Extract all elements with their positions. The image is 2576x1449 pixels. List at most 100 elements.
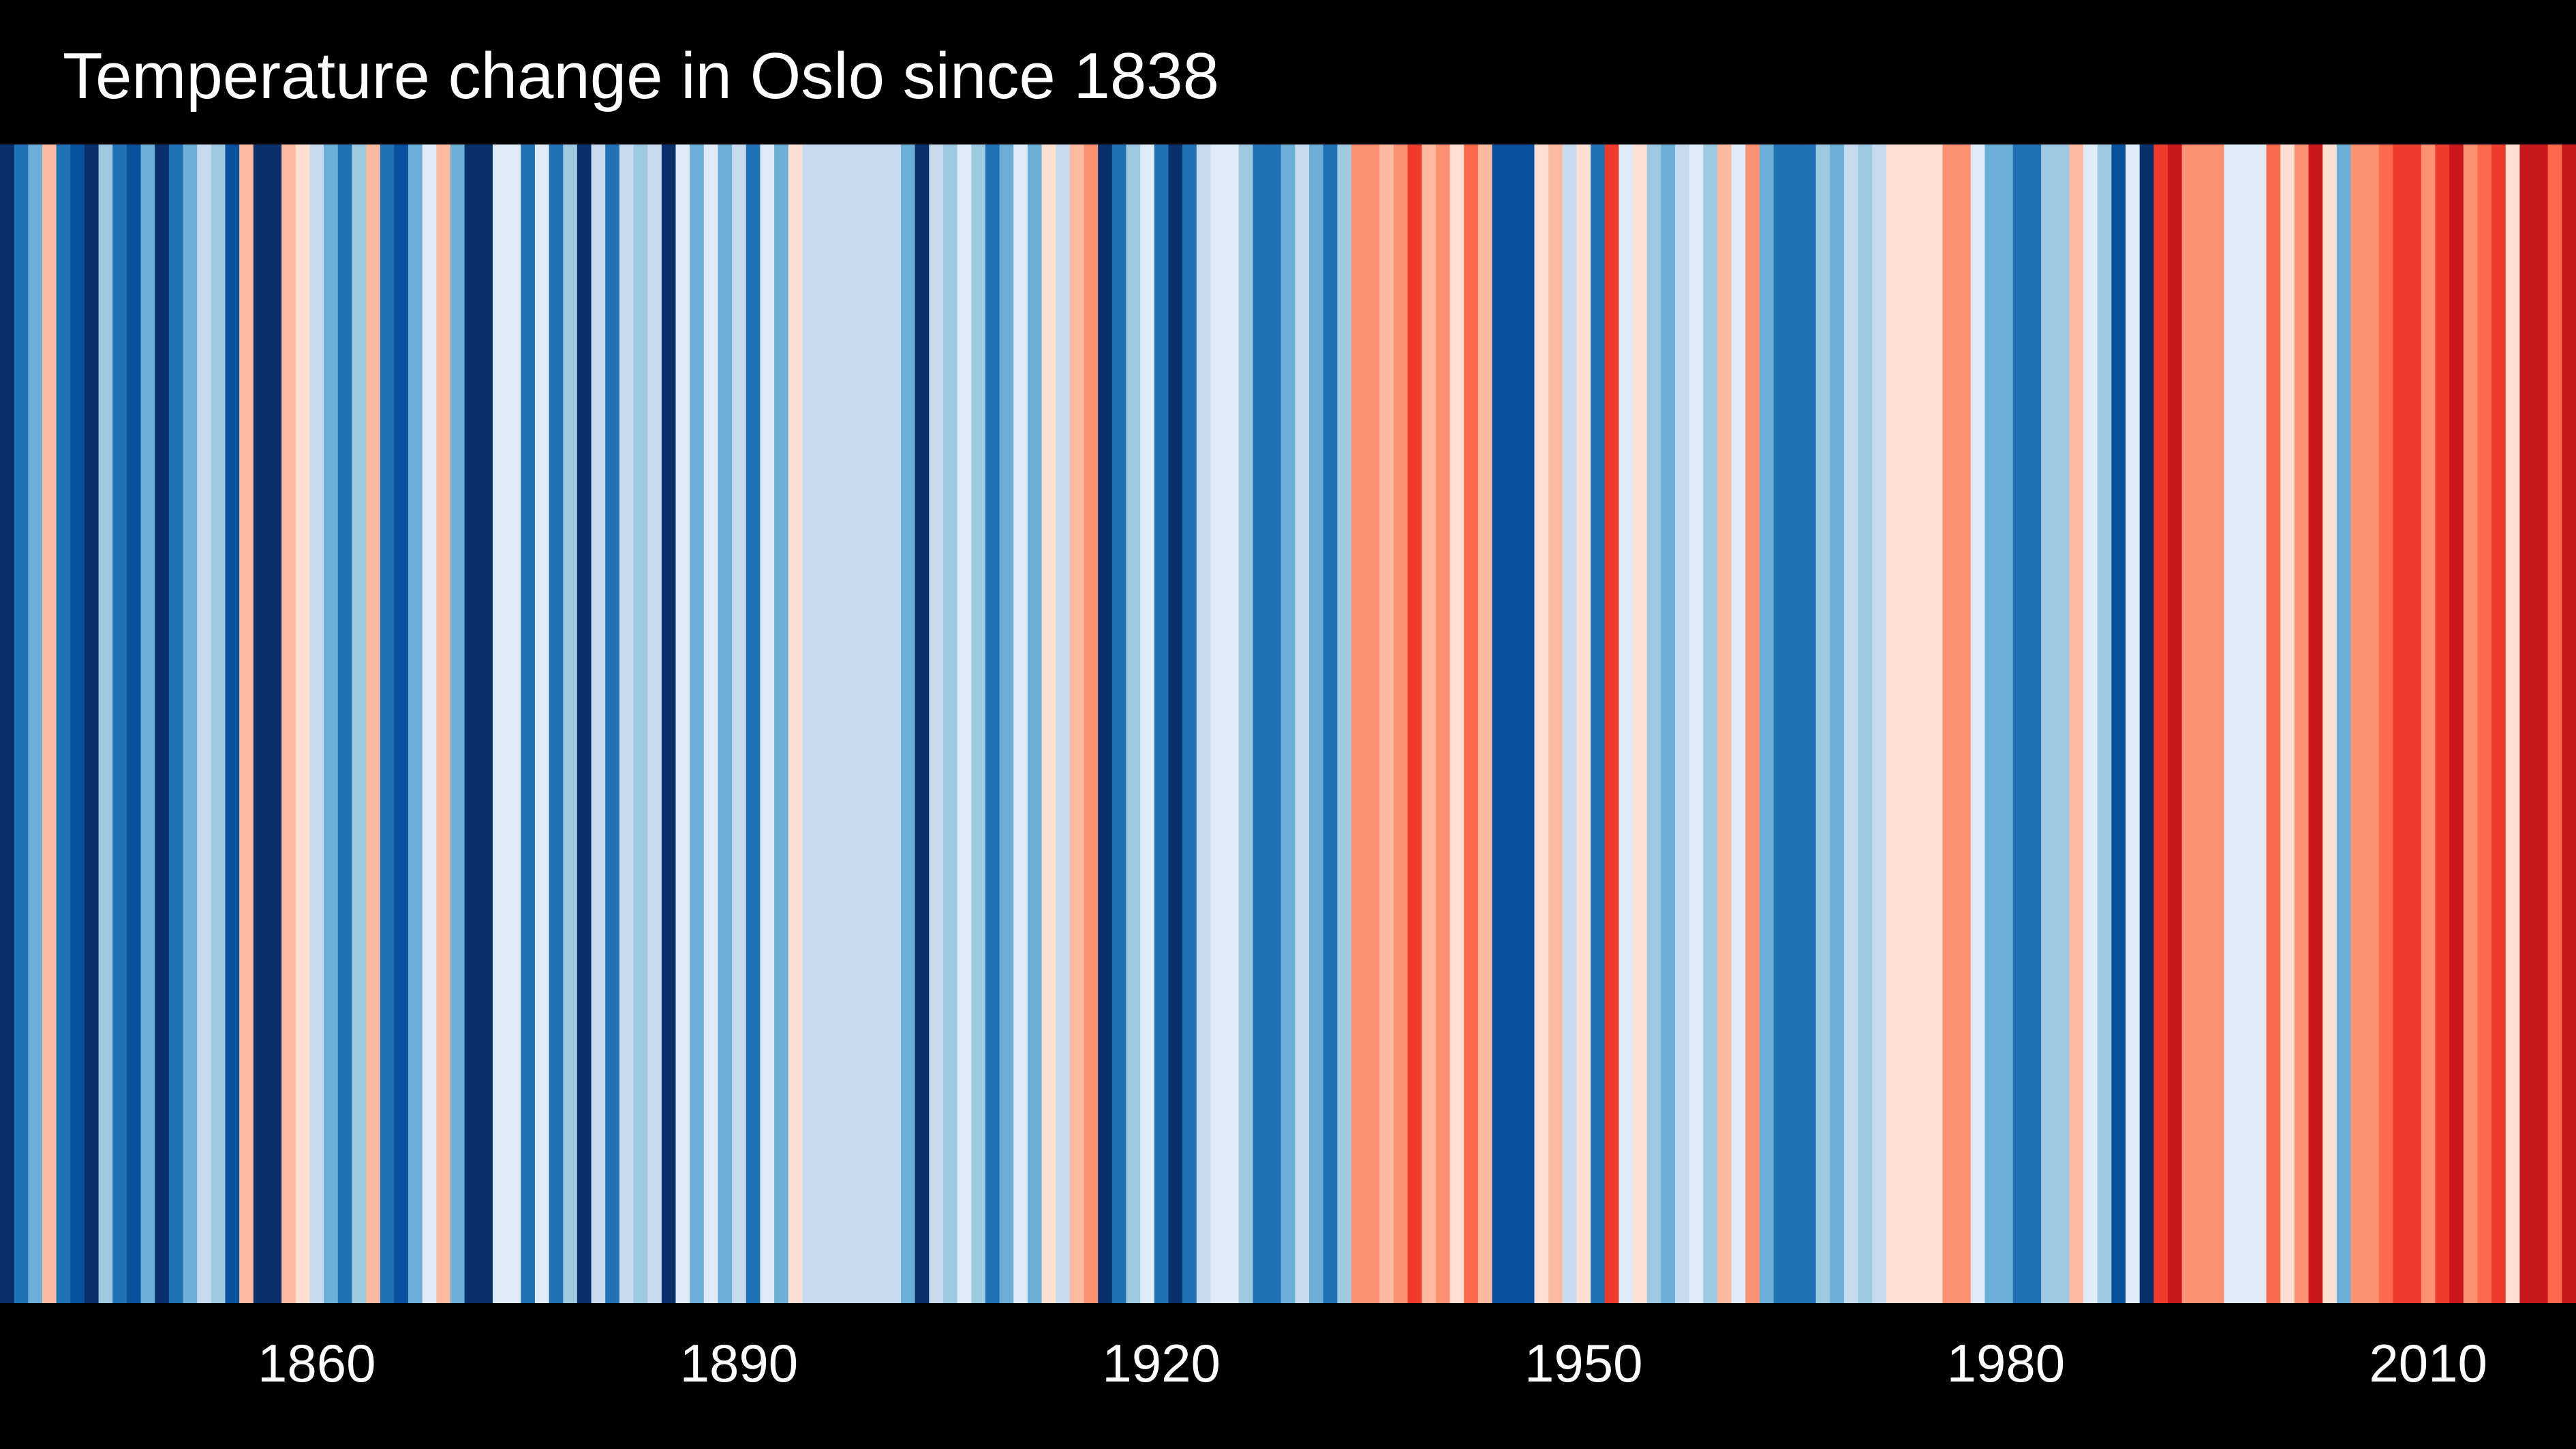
stripe-2012 (2449, 144, 2464, 1303)
stripe-1847 (126, 144, 142, 1303)
stripe-1893 (774, 144, 789, 1303)
stripe-1841 (42, 144, 57, 1303)
stripe-2008 (2393, 144, 2408, 1303)
stripe-1914 (1069, 144, 1085, 1303)
stripe-1949 (1562, 144, 1578, 1303)
stripe-1862 (337, 144, 352, 1303)
stripe-1969 (1843, 144, 1859, 1303)
stripe-1879 (577, 144, 592, 1303)
stripe-1928 (1267, 144, 1282, 1303)
stripe-1942 (1464, 144, 1479, 1303)
stripe-1900 (872, 144, 887, 1303)
stripe-1994 (2196, 144, 2211, 1303)
stripe-1940 (1435, 144, 1451, 1303)
stripe-1857 (267, 144, 282, 1303)
stripe-1886 (675, 144, 690, 1303)
stripe-1861 (324, 144, 339, 1303)
stripe-2006 (2365, 144, 2380, 1303)
stripe-1962 (1745, 144, 1760, 1303)
stripe-1953 (1619, 144, 1634, 1303)
stripe-1972 (1886, 144, 1901, 1303)
stripe-2014 (2477, 144, 2492, 1303)
stripe-1966 (1801, 144, 1817, 1303)
stripe-1927 (1253, 144, 1268, 1303)
stripe-2007 (2378, 144, 2394, 1303)
stripes-group (0, 144, 2576, 1303)
stripe-1843 (70, 144, 85, 1303)
stripe-1896 (816, 144, 831, 1303)
stripe-1921 (1168, 144, 1183, 1303)
stripe-1870 (450, 144, 465, 1303)
stripe-2019 (2547, 144, 2562, 1303)
stripe-1936 (1379, 144, 1394, 1303)
stripe-1973 (1900, 144, 1915, 1303)
stripe-1891 (746, 144, 761, 1303)
stripe-1952 (1604, 144, 1620, 1303)
stripe-1848 (140, 144, 155, 1303)
stripe-1924 (1210, 144, 1225, 1303)
stripe-2013 (2463, 144, 2479, 1303)
stripe-1842 (56, 144, 71, 1303)
stripe-2003 (2322, 144, 2337, 1303)
stripe-1997 (2238, 144, 2253, 1303)
stripe-1904 (929, 144, 944, 1303)
stripe-1955 (1646, 144, 1661, 1303)
stripe-2009 (2407, 144, 2422, 1303)
stripe-1915 (1084, 144, 1099, 1303)
stripe-1938 (1407, 144, 1422, 1303)
stripe-1890 (732, 144, 747, 1303)
stripe-1903 (915, 144, 930, 1303)
stripe-1856 (253, 144, 269, 1303)
stripe-1944 (1492, 144, 1507, 1303)
stripe-1883 (633, 144, 648, 1303)
stripe-1869 (436, 144, 451, 1303)
stripe-1860 (309, 144, 324, 1303)
stripe-2017 (2519, 144, 2534, 1303)
stripe-1967 (1815, 144, 1830, 1303)
stripe-1983 (2041, 144, 2056, 1303)
stripe-1917 (1111, 144, 1127, 1303)
stripe-1958 (1689, 144, 1704, 1303)
stripe-1881 (605, 144, 620, 1303)
stripe-2000 (2280, 144, 2295, 1303)
stripe-1929 (1281, 144, 1295, 1303)
x-tick-label: 1920 (1102, 1333, 1221, 1393)
stripe-1986 (2083, 144, 2098, 1303)
stripe-1888 (703, 144, 719, 1303)
stripe-1863 (352, 144, 367, 1303)
stripe-2010 (2421, 144, 2436, 1303)
stripe-1859 (295, 144, 311, 1303)
stripe-1898 (844, 144, 859, 1303)
stripe-1877 (549, 144, 564, 1303)
stripe-2005 (2350, 144, 2365, 1303)
stripe-1965 (1788, 144, 1803, 1303)
stripe-1996 (2224, 144, 2239, 1303)
stripe-2018 (2534, 144, 2549, 1303)
stripe-1884 (647, 144, 662, 1303)
x-tick-label: 2010 (2369, 1333, 2487, 1393)
x-tick-label: 1890 (679, 1333, 799, 1393)
stripe-1918 (1126, 144, 1141, 1303)
stripe-1867 (408, 144, 423, 1303)
stripe-1976 (1942, 144, 1957, 1303)
stripe-1971 (1872, 144, 1887, 1303)
stripe-1930 (1295, 144, 1310, 1303)
stripe-1876 (534, 144, 550, 1303)
stripe-1866 (394, 144, 409, 1303)
stripe-1913 (1056, 144, 1071, 1303)
stripe-1990 (2139, 144, 2154, 1303)
stripe-1941 (1450, 144, 1465, 1303)
stripe-1894 (788, 144, 803, 1303)
stripe-1868 (422, 144, 437, 1303)
stripe-1901 (887, 144, 902, 1303)
x-tick-label: 1950 (1524, 1333, 1643, 1393)
stripe-1960 (1717, 144, 1732, 1303)
stripe-2020 (2562, 144, 2576, 1303)
stripe-2002 (2308, 144, 2323, 1303)
stripe-1982 (2027, 144, 2042, 1303)
stripe-1987 (2097, 144, 2112, 1303)
stripe-2016 (2505, 144, 2520, 1303)
stripe-1970 (1858, 144, 1873, 1303)
stripe-1991 (2153, 144, 2168, 1303)
stripe-1981 (2012, 144, 2028, 1303)
